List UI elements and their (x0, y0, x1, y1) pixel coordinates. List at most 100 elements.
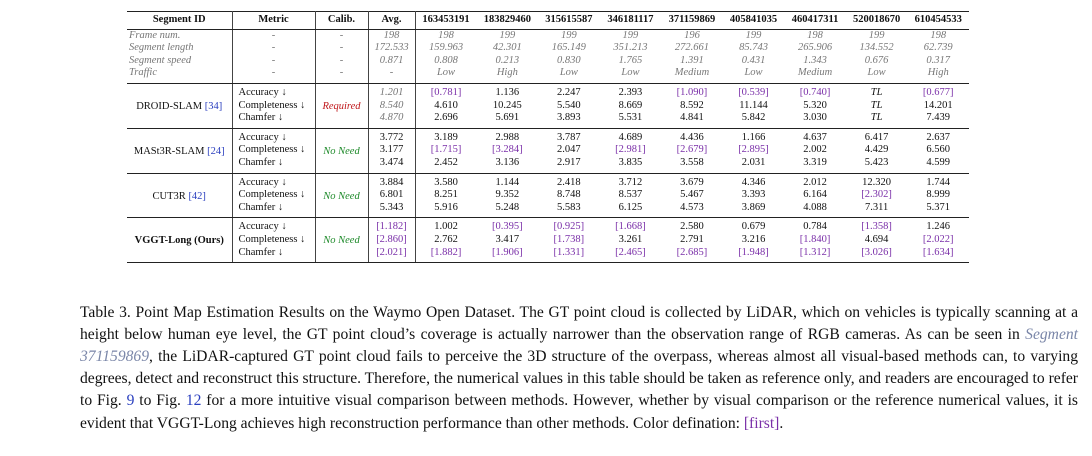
info-value: 199 (499, 29, 516, 41)
info-value: 198 (438, 29, 454, 41)
calibration: Required (315, 83, 369, 129)
citation[interactable]: [24] (207, 145, 225, 157)
figure-link[interactable]: 9 (126, 392, 135, 410)
value: 8.999 (926, 189, 950, 201)
info-value: 198 (930, 29, 947, 41)
value: 10.245 (492, 99, 522, 111)
value: 8.251 (434, 189, 458, 201)
figure-link[interactable]: 12 (185, 392, 202, 410)
value: 5.540 (557, 99, 581, 111)
value: [1.906] (476, 246, 539, 264)
value: 7.439 (907, 112, 969, 129)
column-header: Segment ID (127, 11, 233, 30)
info-value: 199 (868, 29, 885, 41)
info-value: 0.676 (864, 54, 889, 66)
value: [2.895] (738, 144, 769, 156)
caption: Table 3. Point Map Estimation Results on… (80, 302, 1078, 435)
info-value: 199 (745, 29, 762, 41)
value: 2.762 (434, 233, 458, 245)
value: [1.634] (907, 246, 969, 264)
method-cell: DROID-SLAM [34] (127, 83, 233, 129)
info-value: High (476, 67, 539, 84)
value: 3.893 (538, 112, 600, 129)
average: 1.201 (368, 83, 416, 100)
table-container: Segment ID Metric Calib. Avg. 163453191 18382… (127, 11, 969, 264)
value: [2.981] (615, 144, 646, 156)
value: 7.311 (845, 201, 908, 219)
caption-text: Table 3. Point Map Estimation Results on… (80, 303, 1078, 343)
value: [0.395] (492, 221, 523, 233)
info-value: Low (845, 67, 908, 84)
column-header: 405841035 (722, 11, 785, 30)
info-value: Medium (661, 67, 723, 84)
info-row: Segment length - -172.533 159.963 42.301 165.… (127, 42, 969, 55)
caption-text: for a more intuitive visual comparison b… (80, 392, 1078, 432)
value: [2.685] (661, 246, 723, 264)
value: 2.047 (557, 144, 581, 156)
method-name: VGGT-Long (Ours) (134, 235, 224, 247)
column-header: 520018670 (845, 11, 908, 30)
value: 1.744 (926, 176, 950, 188)
value: 5.423 (845, 156, 908, 174)
average: 3.772 (368, 128, 416, 145)
metric-name: Chamfer ↓ (232, 246, 316, 264)
info-value: 165.149 (551, 42, 586, 54)
value: [3.284] (492, 144, 523, 156)
info-label: Segment speed (127, 54, 233, 68)
average: 6.801 (368, 189, 416, 202)
info-value: Low (599, 67, 662, 84)
value: 2.393 (618, 86, 643, 98)
metric-name: Chamfer ↓ (232, 201, 316, 219)
info-value: 199 (622, 29, 639, 41)
value: [1.668] (615, 221, 646, 233)
value: 6.417 (864, 131, 889, 143)
info-label: Traffic (127, 67, 233, 84)
info-value: 265.906 (797, 42, 833, 54)
value: TL (870, 99, 883, 111)
table-head: Segment ID Metric Calib. Avg. 163453191 18382… (127, 11, 969, 30)
segment-link[interactable]: Segment 371159869 (80, 325, 1078, 365)
info-calib: - (315, 67, 369, 84)
info-metric: - (232, 67, 316, 84)
metric-name: Chamfer ↓ (232, 112, 316, 129)
value: [1.358] (861, 221, 892, 233)
value: 5.691 (476, 112, 539, 129)
method-cell: CUT3R [42] (127, 173, 233, 219)
info-value: 159.963 (428, 42, 464, 54)
info-label: Segment length (127, 42, 233, 55)
metric-row: Completeness ↓ 6.801 8.251 9.352 8.748 8.537 5… (127, 189, 969, 202)
info-value: 0.317 (926, 54, 950, 66)
column-header: Avg. (368, 11, 416, 30)
value: [2.302] (861, 189, 892, 201)
citation[interactable]: [42] (188, 190, 206, 202)
value: 6.125 (599, 201, 662, 219)
metric-name: Completeness ↓ (232, 144, 316, 157)
info-row: Traffic - - - Low High Low Low Medium Low Medium Lo… (127, 67, 969, 84)
average: [2.860] (368, 233, 416, 247)
value: 3.393 (741, 189, 766, 201)
value: [1.948] (722, 246, 785, 264)
value: 4.694 (864, 233, 889, 245)
value: 2.012 (803, 176, 827, 188)
value: [1.840] (799, 233, 831, 245)
metric-row: CUT3R [42] Accuracy ↓ No Need 3.884 3.580 1.1… (127, 173, 969, 219)
results-table: Segment ID Metric Calib. Avg. 163453191 18382… (127, 11, 969, 264)
info-value: Low (415, 67, 477, 84)
info-metric: - (232, 42, 316, 55)
metric-row: Completeness ↓ 3.177 [1.715] [3.284] 2.047 [2… (127, 144, 969, 157)
metric-name: Completeness ↓ (232, 99, 316, 113)
info-avg: 0.871 (368, 54, 416, 68)
info-value: 0.431 (741, 54, 766, 66)
value: 8.537 (618, 189, 643, 201)
column-header: 371159869 (661, 11, 723, 30)
value: 6.560 (926, 144, 950, 156)
calibration: No Need (315, 217, 369, 264)
value: 5.531 (599, 112, 662, 129)
value: 6.164 (803, 189, 827, 201)
value: 3.712 (618, 176, 643, 188)
metric-row: Chamfer ↓ 3.474 2.452 3.136 2.917 3.835 3.558 2… (127, 156, 969, 174)
metric-name: Chamfer ↓ (232, 156, 316, 174)
value: 1.246 (926, 221, 950, 233)
calibration: No Need (315, 128, 369, 174)
citation[interactable]: [34] (204, 101, 223, 113)
